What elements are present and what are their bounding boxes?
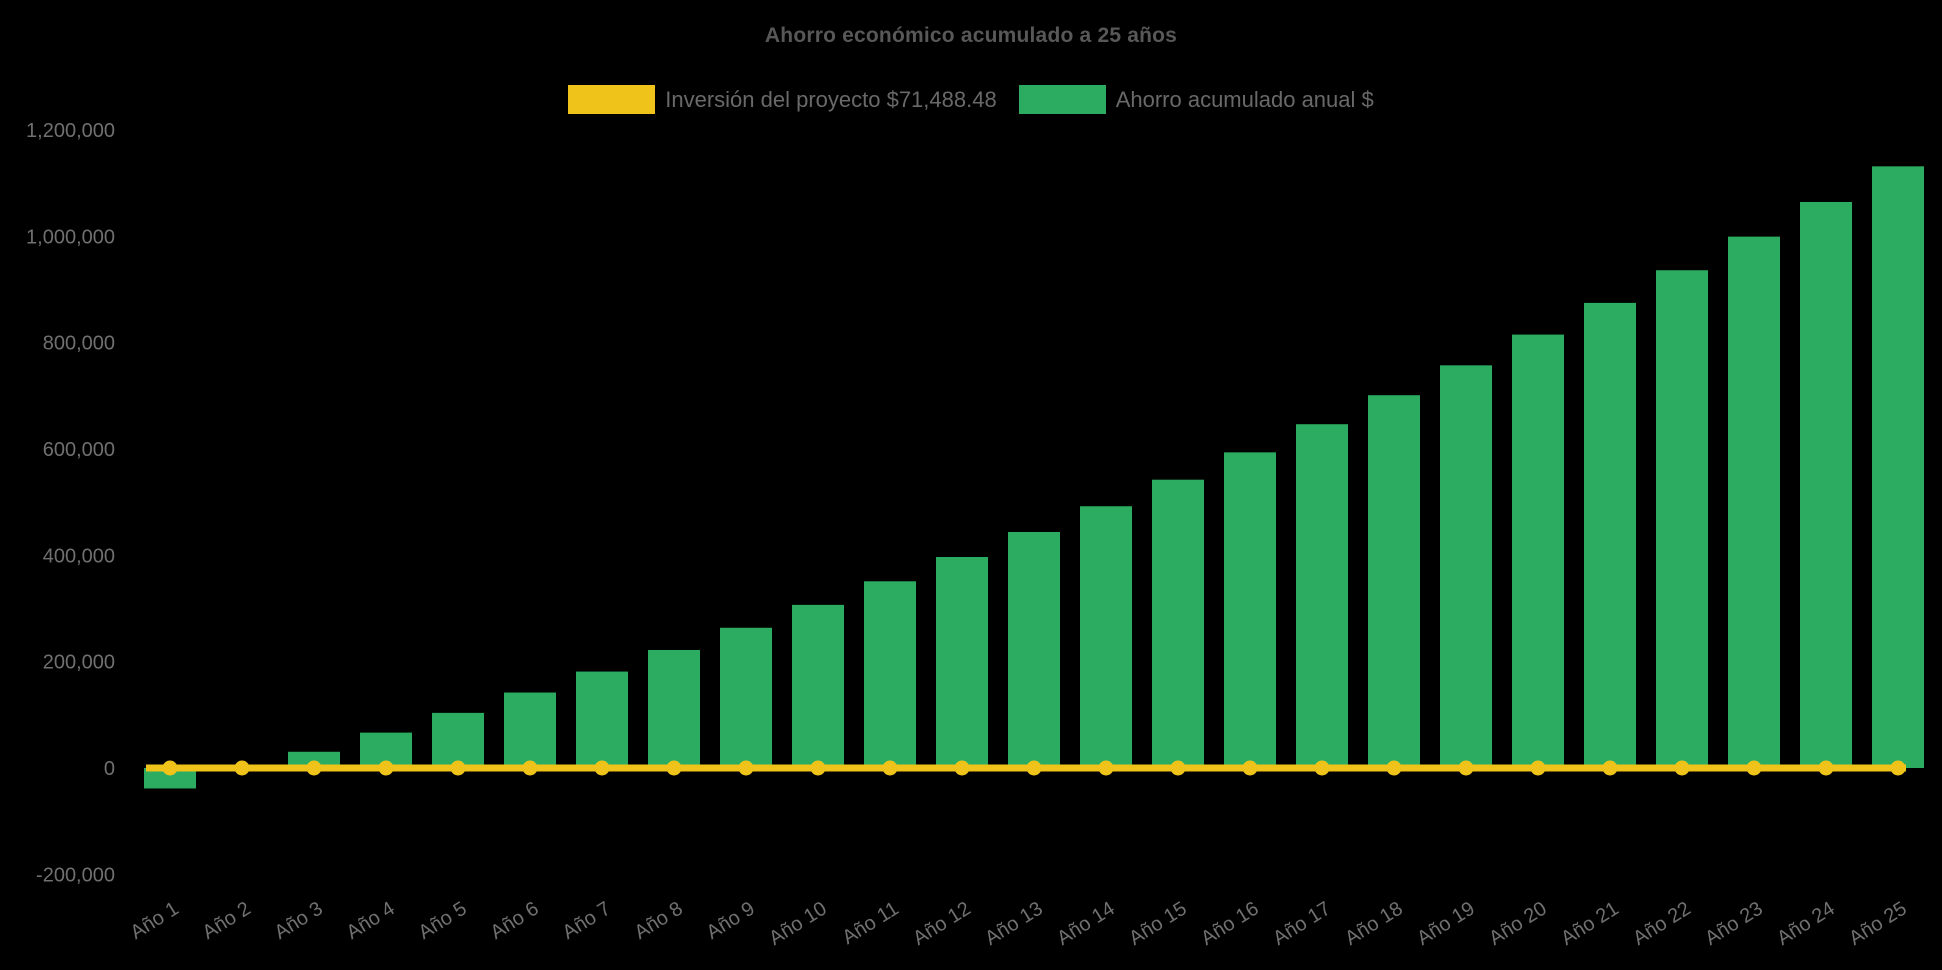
bar-año-11 (864, 581, 916, 768)
investment-line-marker (522, 760, 538, 776)
investment-line-marker (1026, 760, 1042, 776)
y-tick-label: 600,000 (43, 439, 115, 461)
bar-año-25 (1872, 166, 1924, 768)
investment-line-marker (1674, 760, 1690, 776)
investment-line-marker (450, 760, 466, 776)
investment-line-marker (810, 760, 826, 776)
bar-año-7 (576, 671, 628, 768)
x-tick-label: Año 9 (703, 898, 759, 944)
investment-line-marker (162, 760, 178, 776)
x-tick-label: Año 8 (631, 898, 687, 944)
bar-año-9 (720, 627, 772, 768)
bar-año-23 (1728, 236, 1780, 769)
bar-año-10 (792, 604, 844, 768)
chart-title: Ahorro económico acumulado a 25 años (764, 24, 1178, 47)
legend-label-investment: Inversión del proyecto $71,488.48 (665, 86, 997, 112)
investment-line-marker (306, 760, 322, 776)
legend-label-savings: Ahorro acumulado anual $ (1115, 86, 1374, 112)
x-tick-label: Año 15 (1125, 898, 1190, 950)
investment-line-marker (1458, 760, 1474, 776)
bar-año-21 (1584, 302, 1636, 768)
bar-año-6 (504, 692, 556, 768)
bar-año-5 (432, 712, 484, 768)
investment-line-marker (1746, 760, 1762, 776)
y-tick-label: 200,000 (43, 652, 115, 674)
x-tick-label: Año 18 (1341, 898, 1406, 950)
y-tick-label: 0 (104, 758, 115, 780)
legend-swatch-investment (568, 85, 656, 114)
investment-line-marker (1242, 760, 1258, 776)
x-tick-label: Año 1 (127, 898, 183, 944)
bar-año-1 (144, 768, 196, 789)
x-tick-label: Año 20 (1485, 898, 1550, 950)
x-tick-label: Año 4 (343, 898, 399, 944)
x-tick-label: Año 3 (271, 898, 327, 944)
x-tick-label: Año 16 (1197, 898, 1262, 950)
legend-swatch-savings (1018, 85, 1106, 114)
x-tick-label: Año 25 (1845, 898, 1910, 950)
x-tick-label: Año 5 (415, 898, 471, 944)
investment-line-marker (1602, 760, 1618, 776)
bar-año-3 (288, 751, 340, 768)
investment-line-marker (882, 760, 898, 776)
x-tick-label: Año 21 (1557, 898, 1622, 950)
x-tick-label: Año 11 (838, 898, 902, 949)
investment-line-marker (666, 760, 682, 776)
y-tick-label: -200,000 (36, 864, 115, 886)
bar-año-22 (1656, 270, 1708, 768)
investment-line-marker (954, 760, 970, 776)
investment-line-marker (234, 760, 250, 776)
x-tick-label: Año 7 (559, 898, 615, 944)
x-tick-label: Año 2 (199, 898, 255, 944)
bar-año-20 (1512, 334, 1564, 768)
bar-año-8 (648, 649, 700, 768)
x-tick-label: Año 23 (1701, 898, 1766, 950)
investment-line-marker (1314, 760, 1330, 776)
investment-line-marker (1530, 760, 1546, 776)
bar-año-18 (1368, 395, 1420, 768)
x-tick-label: Año 12 (909, 898, 974, 950)
legend: Inversión del proyecto $71,488.48 Ahorro… (0, 85, 1942, 114)
investment-line-marker (1386, 760, 1402, 776)
y-tick-label: 1,200,000 (26, 120, 115, 142)
bar-año-13 (1008, 531, 1060, 768)
y-tick-label: 400,000 (43, 545, 115, 567)
investment-line-marker (1170, 760, 1186, 776)
investment-line-marker (594, 760, 610, 776)
investment-line-marker (378, 760, 394, 776)
investment-line-marker (1890, 760, 1906, 776)
x-tick-label: Año 24 (1773, 898, 1838, 950)
x-tick-label: Año 10 (765, 898, 830, 950)
bar-año-15 (1152, 479, 1204, 768)
bar-año-16 (1224, 452, 1276, 768)
y-tick-label: 800,000 (43, 333, 115, 355)
bar-año-14 (1080, 506, 1132, 768)
bar-año-19 (1440, 365, 1492, 768)
x-tick-label: Año 17 (1269, 898, 1334, 950)
investment-line-marker (1818, 760, 1834, 776)
investment-line-marker (738, 760, 754, 776)
legend-item-investment: Inversión del proyecto $71,488.48 (568, 85, 997, 114)
bar-año-12 (936, 557, 988, 768)
bar-año-24 (1800, 201, 1852, 768)
x-tick-label: Año 19 (1413, 898, 1478, 950)
investment-line-marker (1098, 760, 1114, 776)
x-tick-label: Año 22 (1629, 898, 1694, 950)
bar-año-17 (1296, 424, 1348, 768)
x-tick-label: Año 6 (487, 898, 543, 944)
y-tick-label: 1,000,000 (26, 226, 115, 248)
x-tick-label: Año 13 (981, 898, 1046, 950)
legend-item-savings: Ahorro acumulado anual $ (1018, 85, 1374, 114)
x-tick-label: Año 14 (1053, 898, 1118, 950)
